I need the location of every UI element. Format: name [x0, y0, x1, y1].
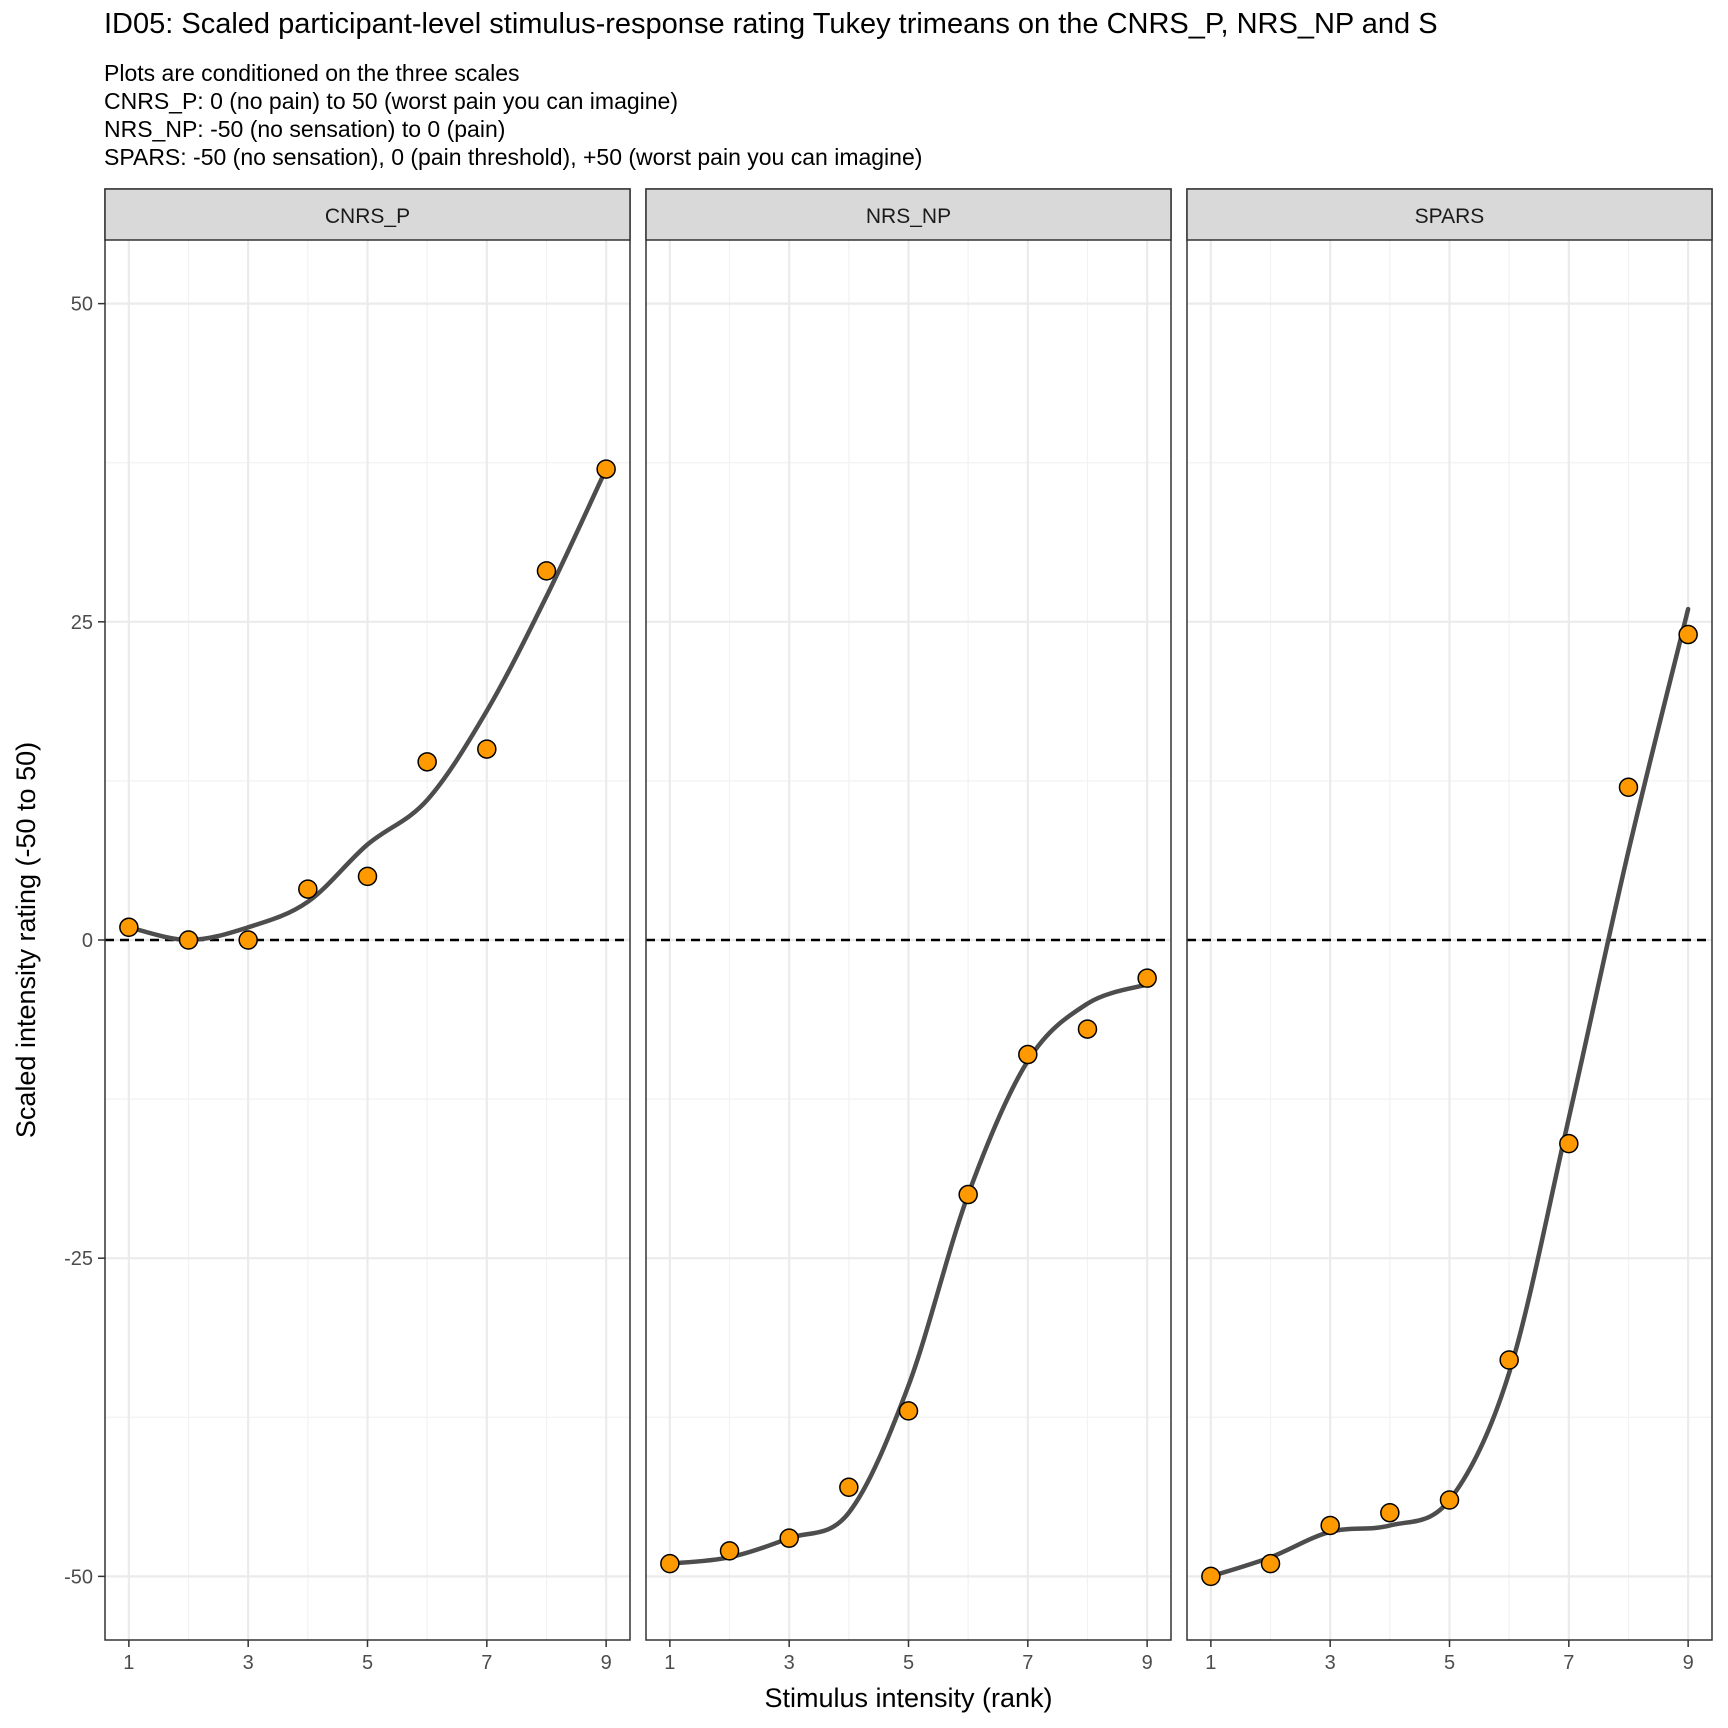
- x-tick-label: 5: [903, 1652, 914, 1674]
- y-tick-label: -50: [64, 1566, 93, 1588]
- x-tick-label: 7: [481, 1652, 492, 1674]
- y-axis-title: Scaled intensity rating (-50 to 50): [11, 742, 41, 1138]
- x-tick-label: 1: [123, 1652, 134, 1674]
- smooth-line-NRS_NP: [667, 982, 1150, 1566]
- data-point: [1077, 1019, 1098, 1039]
- data-point: [417, 752, 437, 772]
- data-point: [1678, 624, 1698, 645]
- x-tick-label: 3: [784, 1652, 795, 1674]
- facet-panel-NRS_NP: NRS_NP 1 3 5 7 9: [645, 188, 1172, 1674]
- subtitle-line-4: SPARS: -50 (no sensation), 0 (pain thres…: [104, 144, 923, 170]
- subtitle-line-2: CNRS_P: 0 (no pain) to 50 (worst pain yo…: [104, 88, 679, 114]
- x-tick-label: 3: [243, 1652, 254, 1674]
- facet-strip: [645, 188, 1172, 241]
- data-point: [1137, 968, 1157, 988]
- data-point: [596, 459, 616, 479]
- data-point: [839, 1477, 859, 1498]
- x-tick-label: 9: [1683, 1652, 1694, 1674]
- data-point: [719, 1541, 740, 1561]
- data-point: [238, 930, 258, 950]
- x-tick-label: 7: [1022, 1652, 1033, 1674]
- data-point: [357, 866, 378, 887]
- smooth-line-SPARS: [1208, 606, 1691, 1579]
- x-tick-label: 9: [1142, 1652, 1153, 1674]
- x-tick-label: 3: [1325, 1652, 1336, 1674]
- subtitle-line-3: NRS_NP: -50 (no sensation) to 0 (pain): [104, 116, 506, 142]
- data-point: [958, 1184, 978, 1205]
- smooth-line-CNRS_P: [126, 466, 609, 943]
- x-tick-label: 9: [601, 1652, 612, 1674]
- chart-title: ID05: Scaled participant-level stimulus-…: [104, 8, 1438, 40]
- facet-strip-label: SPARS: [1415, 205, 1485, 228]
- y-tick-label: 25: [71, 612, 93, 634]
- data-point: [1559, 1133, 1579, 1154]
- data-point: [1201, 1566, 1221, 1587]
- data-point: [898, 1401, 919, 1421]
- data-point: [1380, 1502, 1400, 1523]
- x-axis-title: Stimulus intensity (rank): [764, 1683, 1052, 1713]
- data-point: [119, 917, 139, 938]
- subtitle-line-1: Plots are conditioned on the three scale…: [104, 60, 520, 86]
- data-point: [1499, 1350, 1519, 1370]
- data-point: [1618, 777, 1639, 798]
- data-point: [660, 1553, 680, 1574]
- data-point: [178, 930, 199, 950]
- facet-panel-CNRS_P: CNRS_P 1 3 5 7 9: [104, 188, 631, 1674]
- facet-strip: [1186, 188, 1713, 241]
- x-tick-label: 5: [362, 1652, 373, 1674]
- data-point: [298, 879, 318, 899]
- facet-panel-SPARS: SPARS 1 3 5 7 9: [1186, 188, 1713, 1674]
- data-point: [1018, 1044, 1038, 1065]
- data-point: [779, 1528, 799, 1548]
- y-tick-label: -25: [64, 1248, 93, 1270]
- facet-strip-label: NRS_NP: [866, 205, 951, 228]
- facet-strip-label: CNRS_P: [325, 205, 410, 228]
- x-tick-label: 1: [664, 1652, 675, 1674]
- data-point: [1439, 1490, 1460, 1510]
- x-tick-label: 1: [1205, 1652, 1216, 1674]
- data-point: [1260, 1553, 1281, 1574]
- y-tick-label: 0: [82, 930, 93, 952]
- data-point: [477, 739, 497, 759]
- data-point: [1320, 1515, 1340, 1536]
- y-tick-label: 50: [71, 294, 93, 316]
- x-tick-label: 7: [1563, 1652, 1574, 1674]
- x-tick-label: 5: [1444, 1652, 1455, 1674]
- facet-strip: [104, 188, 631, 241]
- data-point: [536, 561, 557, 581]
